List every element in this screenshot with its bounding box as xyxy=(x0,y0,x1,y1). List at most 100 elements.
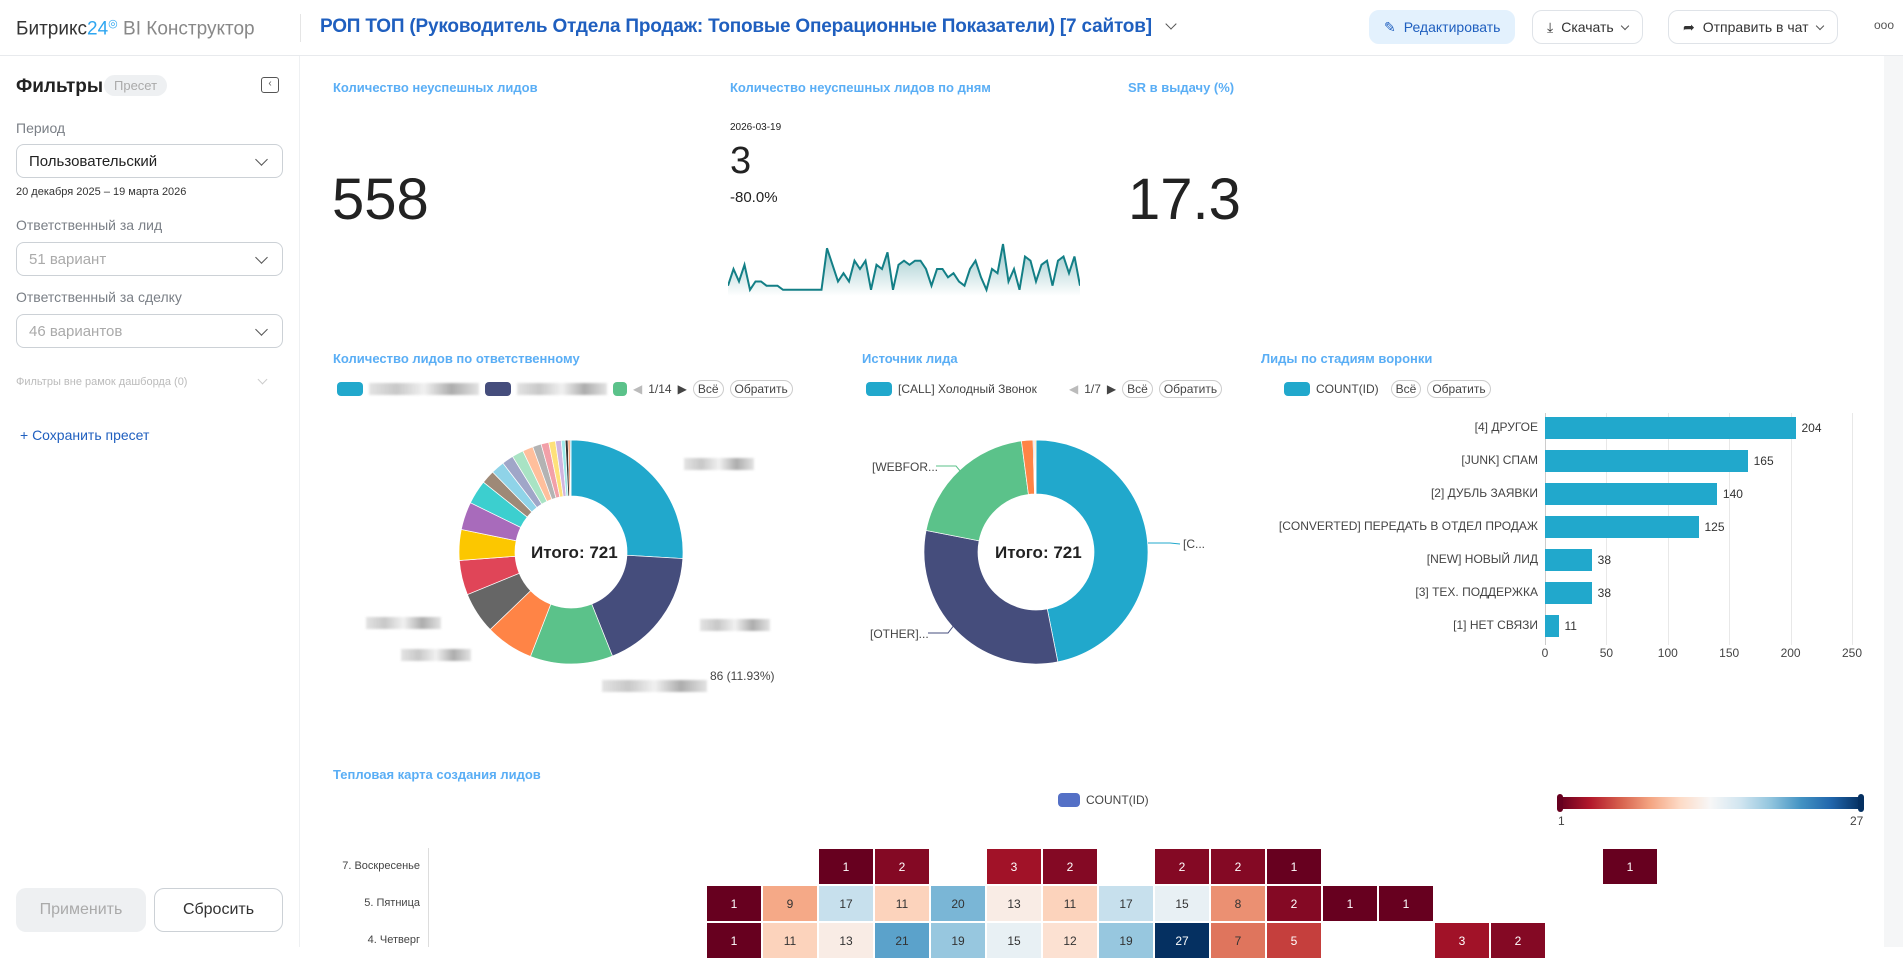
heatmap-cell[interactable]: 15 xyxy=(986,922,1042,959)
outside-filters-toggle[interactable]: Фильтры вне рамок дашборда (0) xyxy=(16,374,268,388)
color-scale-max-handle[interactable] xyxy=(1858,794,1864,812)
bar[interactable] xyxy=(1545,516,1699,538)
donut-slice xyxy=(569,439,572,497)
bar-value-label: 204 xyxy=(1801,421,1822,435)
more-menu-button[interactable]: ooo xyxy=(1874,18,1895,32)
deal-owner-select[interactable]: 46 вариантов xyxy=(16,314,283,348)
heatmap-cell[interactable]: 8 xyxy=(1210,885,1266,922)
heatmap-cell[interactable]: 17 xyxy=(818,885,874,922)
scrollbar[interactable] xyxy=(1884,56,1903,947)
logo-brand: Битрикс xyxy=(16,18,87,40)
heatmap-cell[interactable]: 1 xyxy=(1378,885,1434,922)
legend-invert-button[interactable]: Обратить xyxy=(1158,380,1223,398)
y-category-label: [CONVERTED] ПЕРЕДАТЬ В ОТДЕЛ ПРОДАЖ xyxy=(1278,519,1538,533)
donut-total: Итого: 721 xyxy=(531,543,618,562)
daily-failed-title: Количество неуспешных лидов по дням xyxy=(730,80,991,95)
heatmap-cell[interactable]: 3 xyxy=(986,848,1042,885)
heatmap-cell[interactable]: 11 xyxy=(1042,885,1098,922)
heatmap-cell[interactable]: 27 xyxy=(1154,922,1210,959)
lead-owner-select[interactable]: 51 вариант xyxy=(16,242,283,276)
reset-button[interactable]: Сбросить xyxy=(154,888,283,932)
daily-date: 2026-03-19 xyxy=(730,122,782,133)
bar[interactable] xyxy=(1545,483,1717,505)
legend-item-blurred[interactable] xyxy=(517,383,607,395)
preset-badge[interactable]: Пресет xyxy=(104,75,168,96)
bar[interactable] xyxy=(1545,417,1796,439)
heatmap-cell[interactable]: 19 xyxy=(1098,922,1154,959)
heatmap-cell[interactable]: 2 xyxy=(1154,848,1210,885)
legend-item[interactable]: COUNT(ID) xyxy=(1316,382,1379,396)
heatmap-cell[interactable]: 1 xyxy=(706,885,762,922)
heatmap-cell[interactable]: 2 xyxy=(1210,848,1266,885)
legend-page: 1/7 xyxy=(1084,382,1101,396)
legend-swatch[interactable] xyxy=(337,382,363,396)
chevron-down-icon xyxy=(1620,21,1629,30)
bar[interactable] xyxy=(1545,549,1592,571)
heatmap-cell[interactable]: 2 xyxy=(874,848,930,885)
prev-page-icon[interactable]: ◀ xyxy=(1069,382,1079,396)
heatmap-cell[interactable]: 1 xyxy=(1266,848,1322,885)
legend-invert-button[interactable]: Обратить xyxy=(1427,380,1491,398)
dashboard-title[interactable]: РОП ТОП (Руководитель Отдела Продаж: Топ… xyxy=(320,16,1177,38)
heatmap-cell[interactable]: 2 xyxy=(1042,848,1098,885)
heatmap-cell[interactable]: 11 xyxy=(762,922,818,959)
period-select[interactable]: Пользовательский xyxy=(16,144,283,178)
heatmap-cell[interactable]: 1 xyxy=(1322,885,1378,922)
slice-label: 86 (11.93%) xyxy=(710,669,775,683)
send-to-chat-button[interactable]: ➦ Отправить в чат xyxy=(1668,10,1838,44)
legend-all-button[interactable]: Всё xyxy=(692,380,724,398)
legend-swatch[interactable] xyxy=(866,382,892,396)
y-category-label: [NEW] НОВЫЙ ЛИД xyxy=(1426,552,1538,566)
legend-item-blurred[interactable] xyxy=(369,383,479,395)
heatmap-cell[interactable]: 1 xyxy=(818,848,874,885)
legend-all-button[interactable]: Всё xyxy=(1390,380,1422,398)
heatmap-cell[interactable]: 13 xyxy=(818,922,874,959)
x-tick-label: 50 xyxy=(1599,646,1614,660)
heatmap-cell[interactable]: 12 xyxy=(1042,922,1098,959)
heatmap-cell[interactable]: 5 xyxy=(1266,922,1322,959)
top-header: Битрикс24◎ BI Конструктор РОП ТОП (Руков… xyxy=(0,0,1903,56)
heatmap-cell[interactable]: 2 xyxy=(1266,885,1322,922)
divider xyxy=(300,14,301,42)
bar[interactable] xyxy=(1545,582,1592,604)
donut-slice xyxy=(925,440,1029,542)
x-tick-label: 250 xyxy=(1841,646,1863,660)
legend-item[interactable]: COUNT(ID) xyxy=(1086,793,1149,807)
save-preset-link[interactable]: + Сохранить пресет xyxy=(20,427,150,443)
prev-page-icon[interactable]: ◀ xyxy=(633,382,643,396)
heatmap-cell[interactable]: 13 xyxy=(986,885,1042,922)
legend-invert-button[interactable]: Обратить xyxy=(729,380,793,398)
logo[interactable]: Битрикс24◎ BI Конструктор xyxy=(16,18,255,40)
heatmap-cell[interactable]: 2 xyxy=(1490,922,1546,959)
apply-button[interactable]: Применить xyxy=(16,888,146,932)
collapse-sidebar-icon[interactable]: ‹ xyxy=(261,77,279,93)
heatmap-cell[interactable]: 3 xyxy=(1434,922,1490,959)
heatmap-cell[interactable]: 1 xyxy=(706,922,762,959)
bar[interactable] xyxy=(1545,615,1559,637)
legend-swatch[interactable] xyxy=(1284,382,1310,396)
color-scale-bar xyxy=(1560,797,1861,809)
heatmap-cell[interactable]: 1 xyxy=(1602,848,1658,885)
legend-swatch[interactable] xyxy=(1058,793,1080,807)
slice-label-blurred xyxy=(602,680,707,692)
next-page-icon[interactable]: ▶ xyxy=(1106,382,1117,396)
heatmap-cell[interactable]: 7 xyxy=(1210,922,1266,959)
heatmap-cell[interactable]: 9 xyxy=(762,885,818,922)
chevron-down-icon xyxy=(257,374,268,385)
legend-item[interactable]: [CALL] Холодный Звонок xyxy=(898,382,1037,396)
bar[interactable] xyxy=(1545,450,1748,472)
legend-swatch[interactable] xyxy=(613,382,627,396)
heatmap-cell[interactable]: 20 xyxy=(930,885,986,922)
heatmap-cell[interactable]: 19 xyxy=(930,922,986,959)
legend-all-button[interactable]: Всё xyxy=(1122,380,1153,398)
y-category-label: [JUNK] СПАМ xyxy=(1461,453,1538,467)
heatmap-cell[interactable]: 21 xyxy=(874,922,930,959)
next-page-icon[interactable]: ▶ xyxy=(677,382,687,396)
color-scale-min-handle[interactable] xyxy=(1557,794,1563,812)
legend-swatch[interactable] xyxy=(485,382,511,396)
heatmap-cell[interactable]: 17 xyxy=(1098,885,1154,922)
edit-button[interactable]: ✎ Редактировать xyxy=(1369,10,1516,44)
heatmap-cell[interactable]: 15 xyxy=(1154,885,1210,922)
heatmap-cell[interactable]: 11 xyxy=(874,885,930,922)
download-button[interactable]: ⤓ Скачать xyxy=(1532,10,1643,44)
